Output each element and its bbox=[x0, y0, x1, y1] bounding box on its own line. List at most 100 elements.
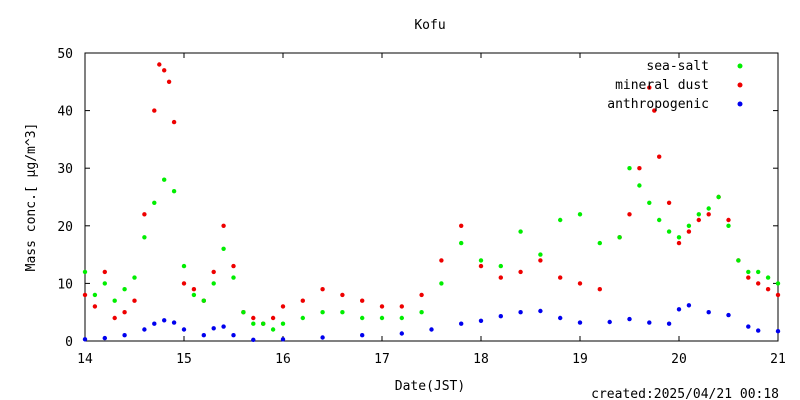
data-point bbox=[419, 310, 424, 315]
data-point bbox=[142, 212, 147, 217]
data-point bbox=[478, 263, 484, 269]
data-point bbox=[657, 217, 662, 223]
data-point bbox=[686, 303, 692, 308]
data-point bbox=[162, 68, 167, 73]
data-point bbox=[399, 331, 404, 336]
data-point bbox=[439, 258, 444, 263]
x-tick-label: 16 bbox=[275, 352, 291, 367]
data-point bbox=[696, 217, 701, 223]
data-point bbox=[756, 328, 761, 333]
data-point bbox=[280, 304, 286, 309]
legend: sea-salt mineral dust anthropogenic bbox=[607, 59, 743, 112]
data-point bbox=[82, 337, 88, 342]
data-point bbox=[746, 275, 751, 280]
data-point bbox=[459, 223, 464, 228]
data-point bbox=[706, 212, 711, 217]
data-point bbox=[399, 315, 404, 321]
data-point bbox=[538, 308, 543, 314]
data-point bbox=[152, 321, 157, 326]
x-tick-label: 14 bbox=[77, 352, 93, 367]
data-point bbox=[666, 321, 672, 326]
data-point bbox=[647, 200, 652, 205]
data-point bbox=[360, 298, 365, 303]
data-point bbox=[360, 315, 365, 321]
data-point bbox=[637, 183, 642, 188]
data-point bbox=[746, 324, 751, 329]
data-point bbox=[102, 335, 108, 341]
data-point bbox=[498, 314, 503, 319]
data-point bbox=[756, 269, 761, 275]
data-point bbox=[686, 229, 692, 234]
data-point bbox=[166, 79, 172, 85]
data-point bbox=[765, 275, 771, 280]
data-point bbox=[132, 298, 137, 303]
data-point bbox=[558, 315, 563, 321]
data-point bbox=[379, 304, 385, 309]
data-point bbox=[251, 315, 256, 321]
data-point bbox=[666, 229, 672, 234]
data-point bbox=[211, 326, 216, 331]
data-point bbox=[171, 119, 177, 125]
data-point bbox=[538, 258, 543, 263]
data-point bbox=[676, 307, 682, 312]
y-tick-label: 40 bbox=[57, 105, 73, 120]
data-point bbox=[647, 85, 652, 90]
data-point bbox=[765, 287, 771, 292]
legend-label: anthropogenic bbox=[607, 97, 709, 112]
x-tick-label: 21 bbox=[770, 352, 786, 367]
data-point bbox=[300, 298, 305, 303]
data-point bbox=[577, 320, 583, 325]
series-anthropogenic bbox=[82, 303, 781, 342]
data-point bbox=[627, 316, 632, 322]
x-tick-label: 15 bbox=[176, 352, 192, 367]
data-point bbox=[686, 223, 692, 228]
data-point bbox=[518, 310, 523, 315]
data-point bbox=[478, 318, 484, 323]
data-point bbox=[231, 263, 236, 269]
data-point bbox=[211, 269, 216, 275]
data-point bbox=[647, 320, 652, 325]
data-point bbox=[666, 200, 672, 205]
data-point bbox=[171, 320, 177, 325]
y-tick-label: 30 bbox=[57, 162, 73, 177]
data-point bbox=[676, 240, 682, 246]
x-tick-label: 19 bbox=[572, 352, 588, 367]
data-point bbox=[221, 223, 226, 228]
data-point bbox=[320, 335, 325, 340]
data-point bbox=[637, 166, 642, 171]
legend-label: mineral dust bbox=[615, 78, 709, 93]
legend-label: sea-salt bbox=[646, 59, 709, 74]
data-point bbox=[558, 217, 563, 223]
data-point bbox=[706, 206, 711, 211]
x-tick-label: 20 bbox=[671, 352, 687, 367]
data-point bbox=[736, 258, 741, 263]
data-point bbox=[340, 310, 345, 315]
data-point bbox=[597, 240, 602, 246]
data-point bbox=[142, 327, 147, 332]
data-point bbox=[92, 292, 98, 298]
data-point bbox=[459, 321, 464, 326]
data-point bbox=[320, 287, 325, 292]
data-point bbox=[181, 263, 187, 269]
data-point bbox=[716, 194, 721, 200]
x-axis-label: Date(JST) bbox=[395, 379, 465, 394]
data-point bbox=[132, 275, 137, 280]
data-point bbox=[82, 292, 88, 298]
data-point bbox=[152, 108, 157, 113]
data-point bbox=[627, 166, 632, 171]
data-point bbox=[657, 154, 662, 159]
data-point bbox=[221, 324, 226, 329]
data-point bbox=[706, 310, 711, 315]
plot-frame bbox=[84, 52, 779, 342]
data-point bbox=[270, 315, 276, 321]
data-point bbox=[152, 200, 157, 205]
data-point bbox=[251, 321, 256, 326]
data-point bbox=[429, 327, 434, 332]
data-point bbox=[280, 321, 286, 326]
data-point bbox=[399, 304, 404, 309]
data-point bbox=[726, 223, 731, 228]
data-point bbox=[746, 269, 751, 275]
data-point bbox=[191, 287, 197, 292]
data-point bbox=[676, 235, 682, 240]
data-point bbox=[577, 281, 583, 286]
